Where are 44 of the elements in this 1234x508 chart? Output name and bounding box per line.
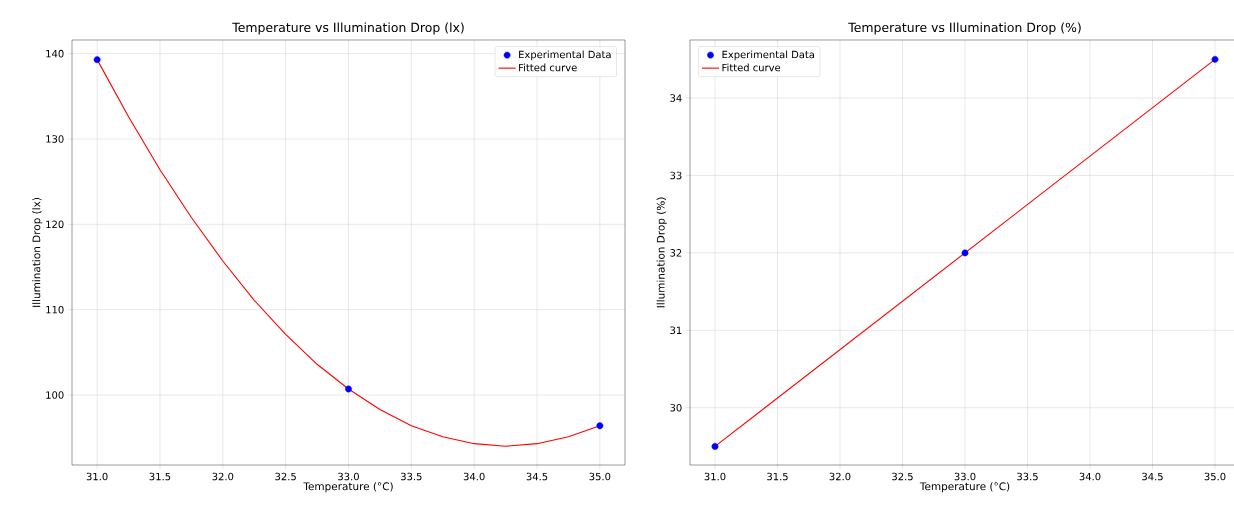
x-tick-label: 33.5 xyxy=(401,472,422,481)
point xyxy=(961,249,969,257)
legend-label: Experimental Data xyxy=(722,50,815,61)
x-tick-label: 34.0 xyxy=(463,472,485,481)
x-tick-label: 34.5 xyxy=(1142,472,1163,481)
x-tick-label: 32.5 xyxy=(892,472,913,481)
x-tick-label: 31.5 xyxy=(149,472,171,481)
point xyxy=(345,385,352,393)
point xyxy=(596,422,604,430)
x-axis-title: Temperature (°C) xyxy=(919,482,1010,493)
y-tick-label: 120 xyxy=(46,220,64,229)
x-axis-title: Temperature (°C) xyxy=(303,482,393,493)
legend-label: Fitted curve xyxy=(519,63,577,72)
y-axis-title: Illumination Drop (lx) xyxy=(32,197,43,307)
y-tick-label: 100 xyxy=(46,391,64,399)
x-tick-label: 31.0 xyxy=(704,472,726,481)
y-tick-label: 110 xyxy=(46,305,64,314)
y-tick-label: 140 xyxy=(46,49,64,58)
legend-label: Fitted curve xyxy=(722,63,781,72)
x-tick-label: 34.0 xyxy=(1079,472,1101,481)
x-tick-label: 31.5 xyxy=(767,472,788,481)
x-tick-label: 33.5 xyxy=(1017,472,1038,481)
y-tick-label: 31 xyxy=(670,326,682,335)
x-tick-label: 32.5 xyxy=(275,472,296,481)
y-tick-label: 33 xyxy=(670,171,682,180)
legend-label: Experimental Data xyxy=(519,50,611,61)
x-tick-label: 35.0 xyxy=(1204,472,1226,481)
chart-title: Temperature vs Illumination Drop (%) xyxy=(848,22,1081,35)
x-tick-label: 31.0 xyxy=(86,472,108,481)
y-axis-title: Illumination Drop (%) xyxy=(656,197,667,308)
x-tick-label: 35.0 xyxy=(589,472,611,481)
x-tick-label: 32.0 xyxy=(829,472,851,481)
y-tick-label: 34 xyxy=(670,94,682,102)
chart-title: Temperature vs Illumination Drop (lx) xyxy=(232,22,464,35)
point xyxy=(93,56,101,64)
y-tick-label: 32 xyxy=(670,249,682,257)
x-tick-label: 32.0 xyxy=(212,472,234,481)
point xyxy=(711,443,719,450)
x-tick-label: 34.5 xyxy=(526,472,548,481)
x-tick-label: 33.0 xyxy=(954,472,976,481)
y-tick-label: 30 xyxy=(670,403,682,412)
x-tick-label: 33.0 xyxy=(338,472,359,481)
point xyxy=(1211,55,1219,63)
y-tick-label: 130 xyxy=(46,135,64,143)
